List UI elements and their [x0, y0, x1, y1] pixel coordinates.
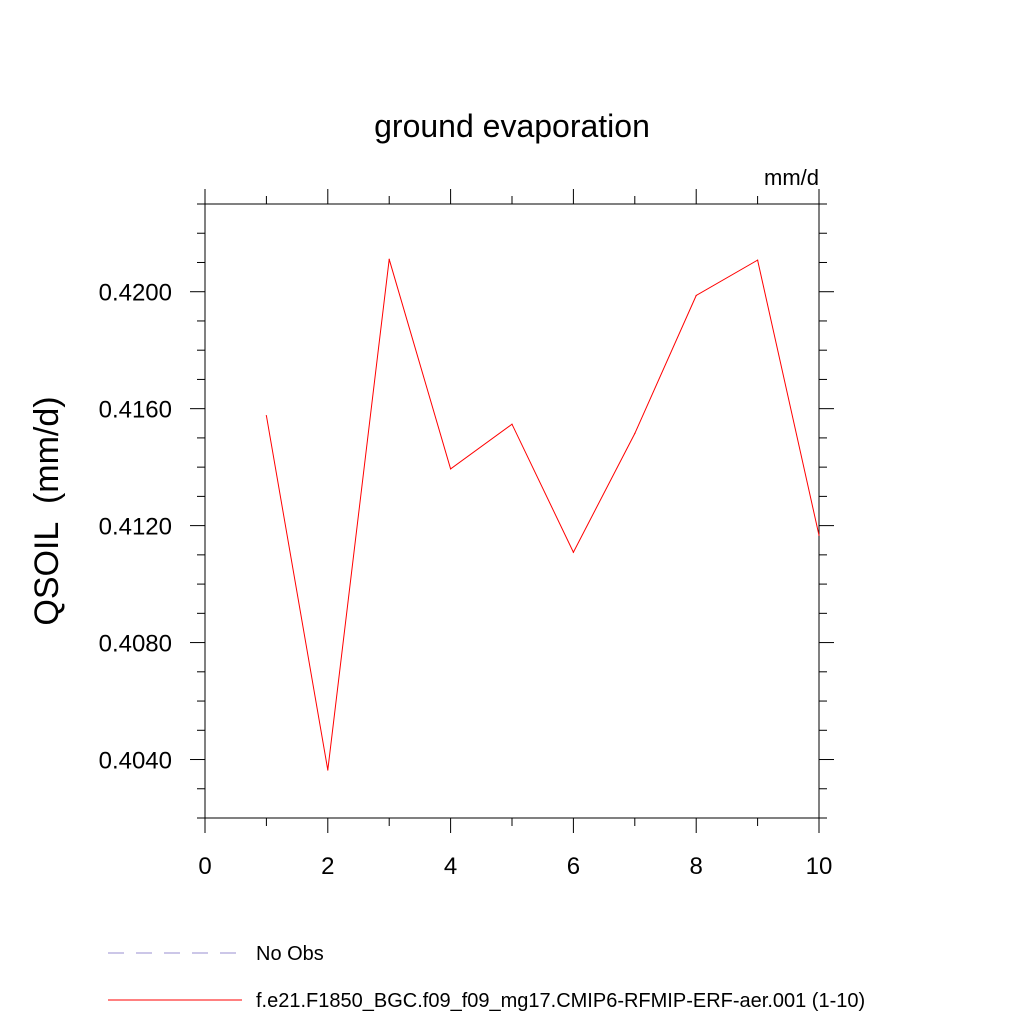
data-point [511, 423, 513, 425]
data-point [818, 534, 820, 536]
data-point [265, 415, 267, 417]
data-point [757, 259, 759, 261]
x-tick-label: 10 [806, 853, 833, 880]
x-tick-labels: 0 2 4 6 8 10 [198, 853, 832, 880]
y-tick-label: 0.4200 [99, 280, 172, 307]
plot-frame [204, 203, 820, 819]
x-tick-label: 0 [198, 853, 211, 880]
data-point [634, 432, 636, 435]
y-tick-label: 0.4040 [99, 748, 172, 775]
chart-title: ground evaporation [374, 108, 650, 144]
y-tick-labels: 0.4040 0.4080 0.4120 0.4160 0.4200 [99, 280, 172, 775]
x-tick-label: 8 [690, 853, 703, 880]
x-tick-label: 6 [567, 853, 580, 880]
data-point [572, 551, 575, 553]
series-line [265, 259, 820, 771]
legend-label-no-obs: No Obs [256, 943, 324, 965]
data-point [327, 769, 329, 771]
data-point [450, 468, 452, 470]
legend: No Obs f.e21.F1850_BGC.f09_f09_mg17.CMIP… [108, 943, 865, 1012]
y-tick-label: 0.4080 [99, 631, 172, 658]
legend-label-series: f.e21.F1850_BGC.f09_f09_mg17.CMIP6-RFMIP… [256, 990, 865, 1012]
y-axis-label: QSOIL (mm/d) [28, 396, 66, 625]
x-tick-label: 2 [321, 853, 334, 880]
axis-ticks [190, 189, 834, 833]
data-point [695, 294, 697, 297]
units-label: mm/d [764, 165, 819, 190]
data-point [388, 258, 390, 260]
y-tick-label: 0.4160 [99, 397, 172, 424]
x-tick-label: 4 [444, 853, 457, 880]
y-tick-label: 0.4120 [99, 514, 172, 541]
series-points [265, 258, 820, 771]
